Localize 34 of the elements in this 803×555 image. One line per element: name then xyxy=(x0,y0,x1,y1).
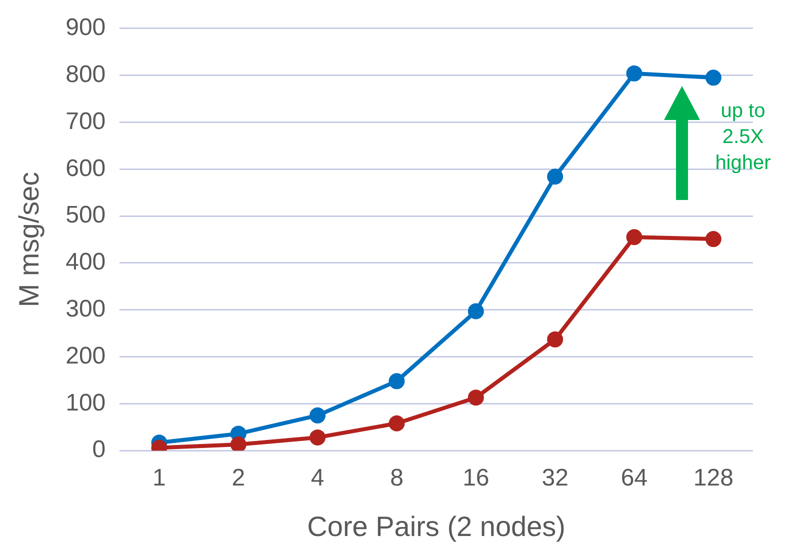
y-axis-title: M msg/sec xyxy=(14,172,45,308)
y-tick-label: 900 xyxy=(66,14,106,42)
point xyxy=(626,229,642,246)
y-tick-label: 100 xyxy=(66,389,106,416)
y-tick-label: 800 xyxy=(66,60,106,88)
point xyxy=(388,415,405,432)
y-tick-label: 0 xyxy=(92,436,106,464)
point xyxy=(468,303,484,320)
x-tick-label: 4 xyxy=(310,464,324,492)
x-tick-label: 2 xyxy=(232,464,246,492)
point xyxy=(626,65,642,82)
point xyxy=(705,231,722,248)
point xyxy=(310,429,326,446)
x-tick-label: 16 xyxy=(462,464,490,492)
point xyxy=(388,373,405,390)
y-tick-label: 700 xyxy=(66,108,106,135)
x-axis-title: Core Pairs (2 nodes) xyxy=(307,510,566,542)
x-tick-label: 1 xyxy=(152,464,166,492)
point xyxy=(310,407,326,424)
x-tick-label: 8 xyxy=(390,464,404,492)
point xyxy=(230,436,246,451)
point xyxy=(547,168,564,185)
annotation: up to 2.5X higher xyxy=(714,99,772,176)
y-tick-label: 500 xyxy=(66,202,106,229)
point xyxy=(468,390,484,406)
point xyxy=(705,70,722,86)
y-tick-label: 600 xyxy=(66,154,106,182)
x-tick-label: 32 xyxy=(542,464,568,492)
y-tick-label: 300 xyxy=(66,295,106,322)
y-tick-label: 400 xyxy=(66,248,106,276)
x-tick-label: 128 xyxy=(693,464,734,492)
point xyxy=(547,331,564,348)
y-tick-label: 200 xyxy=(66,342,106,370)
x-tick-label: 64 xyxy=(620,464,648,492)
